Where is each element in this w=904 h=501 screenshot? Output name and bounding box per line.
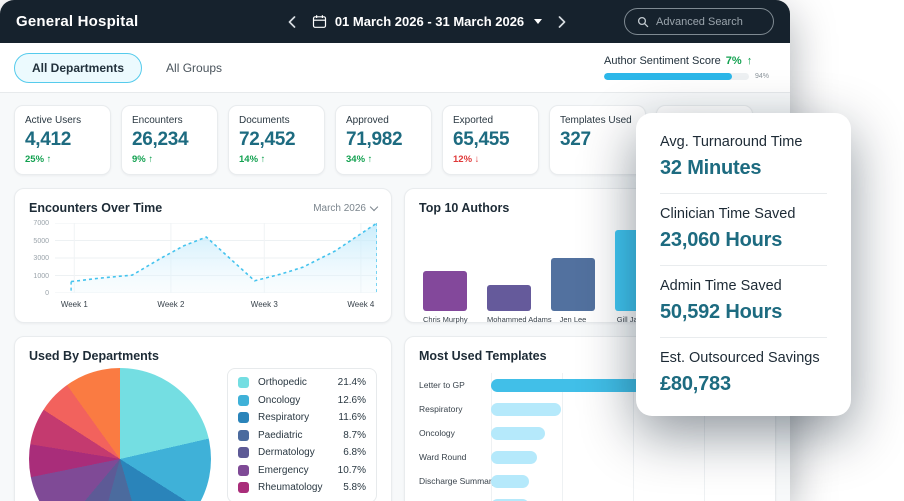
legend-item: Respiratory 11.6% xyxy=(238,409,366,427)
next-period-button[interactable] xyxy=(556,14,568,30)
date-range-text: 01 March 2026 - 31 March 2026 xyxy=(334,14,525,29)
legend-item: Oncology 12.6% xyxy=(238,392,366,410)
sentiment-value: 94% xyxy=(755,73,770,80)
x-axis-labels: Week 1 Week 2 Week 3 Week 4 xyxy=(60,300,375,309)
sentiment-progress-track xyxy=(604,73,749,80)
encounters-line-svg xyxy=(55,223,377,293)
sentiment-label: Author Sentiment Score xyxy=(604,55,721,67)
used-by-departments-card: Used By Departments Orthopedic 21.4% Onco… xyxy=(14,336,392,501)
template-bar xyxy=(491,450,537,464)
sentiment-trend: 7% xyxy=(725,55,742,67)
departments-legend: Orthopedic 21.4% Oncology 12.6% Respirator… xyxy=(227,368,377,501)
stat-card-templates-used: Templates Used 327 xyxy=(549,105,646,175)
month-dropdown[interactable]: March 2026 xyxy=(313,202,379,214)
app-header: General Hospital 01 March 2026 - 31 Marc… xyxy=(0,0,790,43)
search-icon xyxy=(637,16,649,27)
avg-turnaround-time: Avg. Turnaround Time 32 Minutes xyxy=(660,134,803,179)
encounters-over-time-card: Encounters Over Time March 2026 7000 500… xyxy=(14,188,392,323)
y-axis-labels: 7000 5000 3000 1000 0 xyxy=(33,220,49,297)
departments-pie-title: Used By Departments xyxy=(29,349,159,363)
stat-card-approved: Approved 71,982 34% ↑ xyxy=(335,105,432,175)
arrow-up-icon: ↑ xyxy=(746,55,753,67)
filter-tabbar: All Departments All Groups Author Sentim… xyxy=(0,43,790,93)
chevron-right-icon xyxy=(558,15,566,28)
template-bar xyxy=(491,426,545,440)
stat-card-exported: Exported 65,455 12% ↓ xyxy=(442,105,539,175)
author-bar xyxy=(551,258,595,311)
divider xyxy=(660,337,827,338)
search-placeholder: Advanced Search xyxy=(656,15,743,28)
savings-summary-panel: Avg. Turnaround Time 32 Minutes Clinicia… xyxy=(636,113,851,416)
admin-time-saved: Admin Time Saved 50,592 Hours xyxy=(660,278,783,323)
template-bar xyxy=(491,402,562,416)
legend-item: Orthopedic 21.4% xyxy=(238,374,366,392)
tab-all-groups[interactable]: All Groups xyxy=(166,60,223,75)
top-authors-title: Top 10 Authors xyxy=(419,201,510,215)
stat-card-active-users: Active Users 4,412 25% ↑ xyxy=(14,105,111,175)
author-sentiment-score: Author Sentiment Score 7% ↑ 94% xyxy=(604,55,776,80)
template-row: Ward Round xyxy=(419,445,761,469)
prev-period-button[interactable] xyxy=(286,14,298,30)
templates-chart-title: Most Used Templates xyxy=(419,349,547,363)
template-bar xyxy=(491,474,529,488)
encounters-chart-title: Encounters Over Time xyxy=(29,201,163,215)
encounters-line-chart: 7000 5000 3000 1000 0 xyxy=(29,220,377,297)
legend-item: Dermatology 6.8% xyxy=(238,444,366,462)
advanced-search-input[interactable]: Advanced Search xyxy=(624,8,774,35)
sentiment-progress-fill xyxy=(604,73,732,80)
est-outsourced-savings: Est. Outsourced Savings £80,783 xyxy=(660,350,820,395)
divider xyxy=(660,193,827,194)
legend-item: Emergency 10.7% xyxy=(238,462,366,480)
date-navigation: 01 March 2026 - 31 March 2026 xyxy=(230,14,624,30)
chevron-left-icon xyxy=(288,15,296,28)
chevron-down-icon xyxy=(534,19,543,24)
author-bar xyxy=(487,284,531,311)
calendar-icon xyxy=(312,15,326,28)
template-row: Respiratory xyxy=(419,397,761,421)
template-row: Discharge Summary xyxy=(419,469,761,493)
template-row: Oncology xyxy=(419,421,761,445)
stat-card-encounters: Encounters 26,234 9% ↑ xyxy=(121,105,218,175)
template-row xyxy=(419,493,761,501)
hospital-title: General Hospital xyxy=(16,13,139,30)
departments-pie-chart xyxy=(29,368,211,501)
date-range-selector[interactable]: 01 March 2026 - 31 March 2026 xyxy=(312,14,543,29)
template-bar xyxy=(491,498,529,501)
legend-item: Rheumatology 5.8% xyxy=(238,479,366,497)
author-bar xyxy=(423,270,467,311)
legend-item: Paediatric 8.7% xyxy=(238,427,366,445)
stat-card-documents: Documents 72,452 14% ↑ xyxy=(228,105,325,175)
divider xyxy=(660,265,827,266)
chevron-down-icon xyxy=(369,202,379,211)
tab-all-departments[interactable]: All Departments xyxy=(14,52,143,83)
clinician-time-saved: Clinician Time Saved 23,060 Hours xyxy=(660,206,796,251)
